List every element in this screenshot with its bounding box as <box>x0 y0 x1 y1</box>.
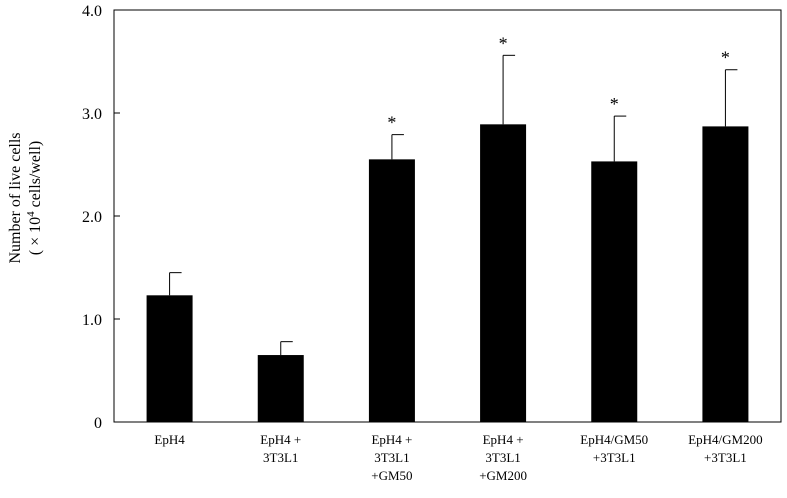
x-tick-label: +3T3L1 <box>704 450 747 465</box>
bar <box>368 159 415 422</box>
x-tick-label: EpH4/GM50 <box>580 432 648 447</box>
y-ticks: 0 1.0 2.0 3.0 4.0 <box>82 3 120 432</box>
x-tick-labels: EpH4 EpH4 + 3T3L1 EpH4 + 3T3L1 +GM50 EpH4 + 3T3… <box>154 432 762 483</box>
bars <box>146 124 749 422</box>
error-bars <box>169 54 738 356</box>
x-tick-label: +GM50 <box>371 468 412 483</box>
x-tick-label: EpH4 + <box>483 432 524 447</box>
x-tick-label: EpH4 + <box>260 432 301 447</box>
y-axis-unit-superscript: 4 <box>25 211 37 217</box>
significance-star: * <box>499 33 508 53</box>
plot-frame <box>113 9 782 423</box>
y-axis-unit-prefix: ( × 10 <box>27 217 44 255</box>
x-tick-label: +3T3L1 <box>593 450 636 465</box>
x-tick-label: EpH4 <box>154 432 185 447</box>
significance-star: * <box>721 48 730 68</box>
bar <box>702 126 749 422</box>
significance-markers: * * * * <box>387 33 730 132</box>
axes <box>113 9 782 423</box>
y-tick-label: 4.0 <box>82 3 102 20</box>
x-tick-label: EpH4 + <box>371 432 412 447</box>
y-tick-label: 2.0 <box>82 209 102 226</box>
significance-star: * <box>387 113 396 133</box>
y-tick-label: 3.0 <box>82 106 102 123</box>
x-tick-label: 3T3L1 <box>263 450 298 465</box>
x-tick-label: 3T3L1 <box>374 450 409 465</box>
y-tick-label: 1.0 <box>82 312 102 329</box>
y-tick-label: 0 <box>94 415 102 432</box>
bar <box>591 161 638 422</box>
significance-star: * <box>610 94 619 114</box>
x-tick-label: EpH4/GM200 <box>688 432 762 447</box>
y-axis-unit-label: ( × 104 cells/well) <box>25 141 44 256</box>
bar <box>146 295 193 422</box>
y-axis-label: Number of live cells <box>7 132 24 263</box>
x-tick-label: +GM200 <box>479 468 527 483</box>
bar <box>257 355 304 422</box>
bar <box>480 124 527 422</box>
x-tick-label: 3T3L1 <box>485 450 520 465</box>
y-axis-unit-suffix: cells/well) <box>27 141 44 212</box>
